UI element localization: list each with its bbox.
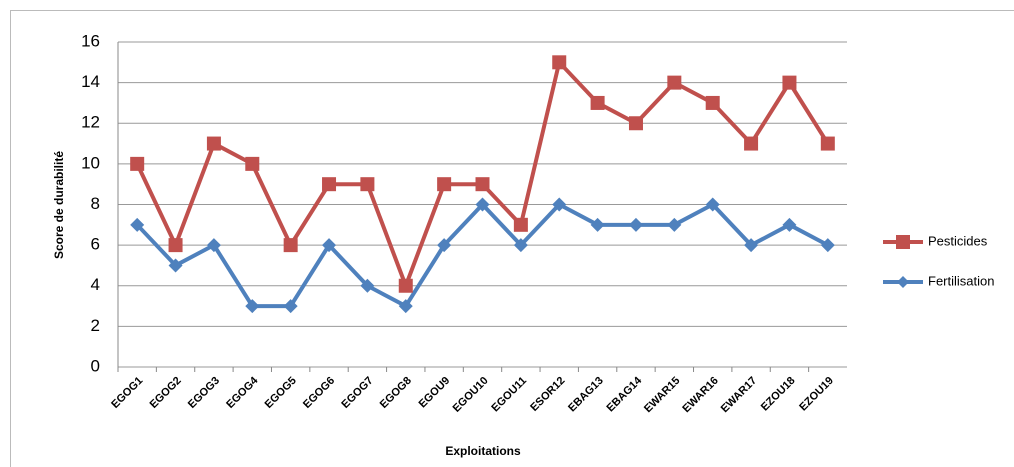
y-tick-label: 0 xyxy=(91,356,100,375)
marker xyxy=(130,217,145,232)
y-axis-title: Score de durabilité xyxy=(52,151,66,259)
x-tick-label: EBAG13 xyxy=(566,375,606,415)
marker xyxy=(475,197,490,212)
x-tick-label: EBAG14 xyxy=(605,374,645,414)
marker xyxy=(322,177,337,192)
marker xyxy=(705,95,720,110)
marker xyxy=(206,136,221,151)
marker xyxy=(667,75,682,90)
x-tick-label: EZOU19 xyxy=(797,375,836,414)
marker xyxy=(283,299,298,314)
x-tick-label: EGOG7 xyxy=(339,375,375,411)
x-tick-label: EGOG1 xyxy=(109,375,145,411)
x-tick-label: EZOU18 xyxy=(759,375,798,414)
marker xyxy=(552,197,567,212)
y-tick-label: 14 xyxy=(81,72,100,91)
series-line xyxy=(135,60,830,288)
x-tick-label: EGOU11 xyxy=(489,375,529,415)
x-tick-label: EWAR16 xyxy=(680,375,720,415)
y-tick-label: 4 xyxy=(91,275,100,294)
marker xyxy=(628,217,643,232)
x-tick-label: EGOG6 xyxy=(301,375,337,411)
x-tick-label: EGOG2 xyxy=(148,375,184,411)
marker xyxy=(628,116,643,131)
marker xyxy=(130,156,145,171)
marker xyxy=(744,238,759,253)
marker xyxy=(398,299,413,314)
x-tick-label: EWAR15 xyxy=(642,375,682,415)
marker xyxy=(705,197,720,212)
legend-label: Fertilisation xyxy=(928,273,994,288)
marker xyxy=(782,217,797,232)
marker xyxy=(168,258,183,273)
marker xyxy=(322,238,337,253)
marker xyxy=(590,217,605,232)
marker xyxy=(667,217,682,232)
marker xyxy=(513,238,528,253)
x-tick-label: EGOG5 xyxy=(263,375,299,411)
marker xyxy=(398,278,413,293)
legend-marker xyxy=(896,235,910,249)
chart-frame xyxy=(10,10,1014,467)
marker xyxy=(552,55,567,70)
marker xyxy=(168,238,183,253)
y-tick-label: 12 xyxy=(81,113,100,132)
x-axis-title: Exploitations xyxy=(445,444,521,458)
marker xyxy=(245,299,260,314)
y-tick-label: 8 xyxy=(91,194,100,213)
x-tick-label: EGOG8 xyxy=(378,375,414,411)
marker xyxy=(437,238,452,253)
marker xyxy=(590,95,605,110)
y-tick-label: 6 xyxy=(91,235,100,254)
marker xyxy=(283,238,298,253)
x-tick-label: EWAR17 xyxy=(719,375,759,415)
marker xyxy=(782,75,797,90)
marker xyxy=(437,177,452,192)
x-tick-label: ESOR12 xyxy=(528,375,567,414)
marker xyxy=(206,238,221,253)
x-tick-label: EGOG4 xyxy=(224,374,261,411)
marker xyxy=(360,278,375,293)
y-tick-label: 10 xyxy=(81,153,100,172)
legend-label: Pesticides xyxy=(928,233,988,248)
x-tick-label: EGOU10 xyxy=(451,375,491,415)
marker xyxy=(744,136,759,151)
marker xyxy=(513,217,528,232)
marker xyxy=(245,156,260,171)
marker xyxy=(820,238,835,253)
series-line xyxy=(135,202,829,309)
marker xyxy=(820,136,835,151)
marker xyxy=(360,177,375,192)
marker xyxy=(475,177,490,192)
legend-marker xyxy=(897,276,909,288)
x-tick-label: EGOU9 xyxy=(417,375,453,411)
x-tick-label: EGOG3 xyxy=(186,375,222,411)
y-tick-label: 16 xyxy=(81,31,100,50)
y-tick-label: 2 xyxy=(91,316,100,335)
